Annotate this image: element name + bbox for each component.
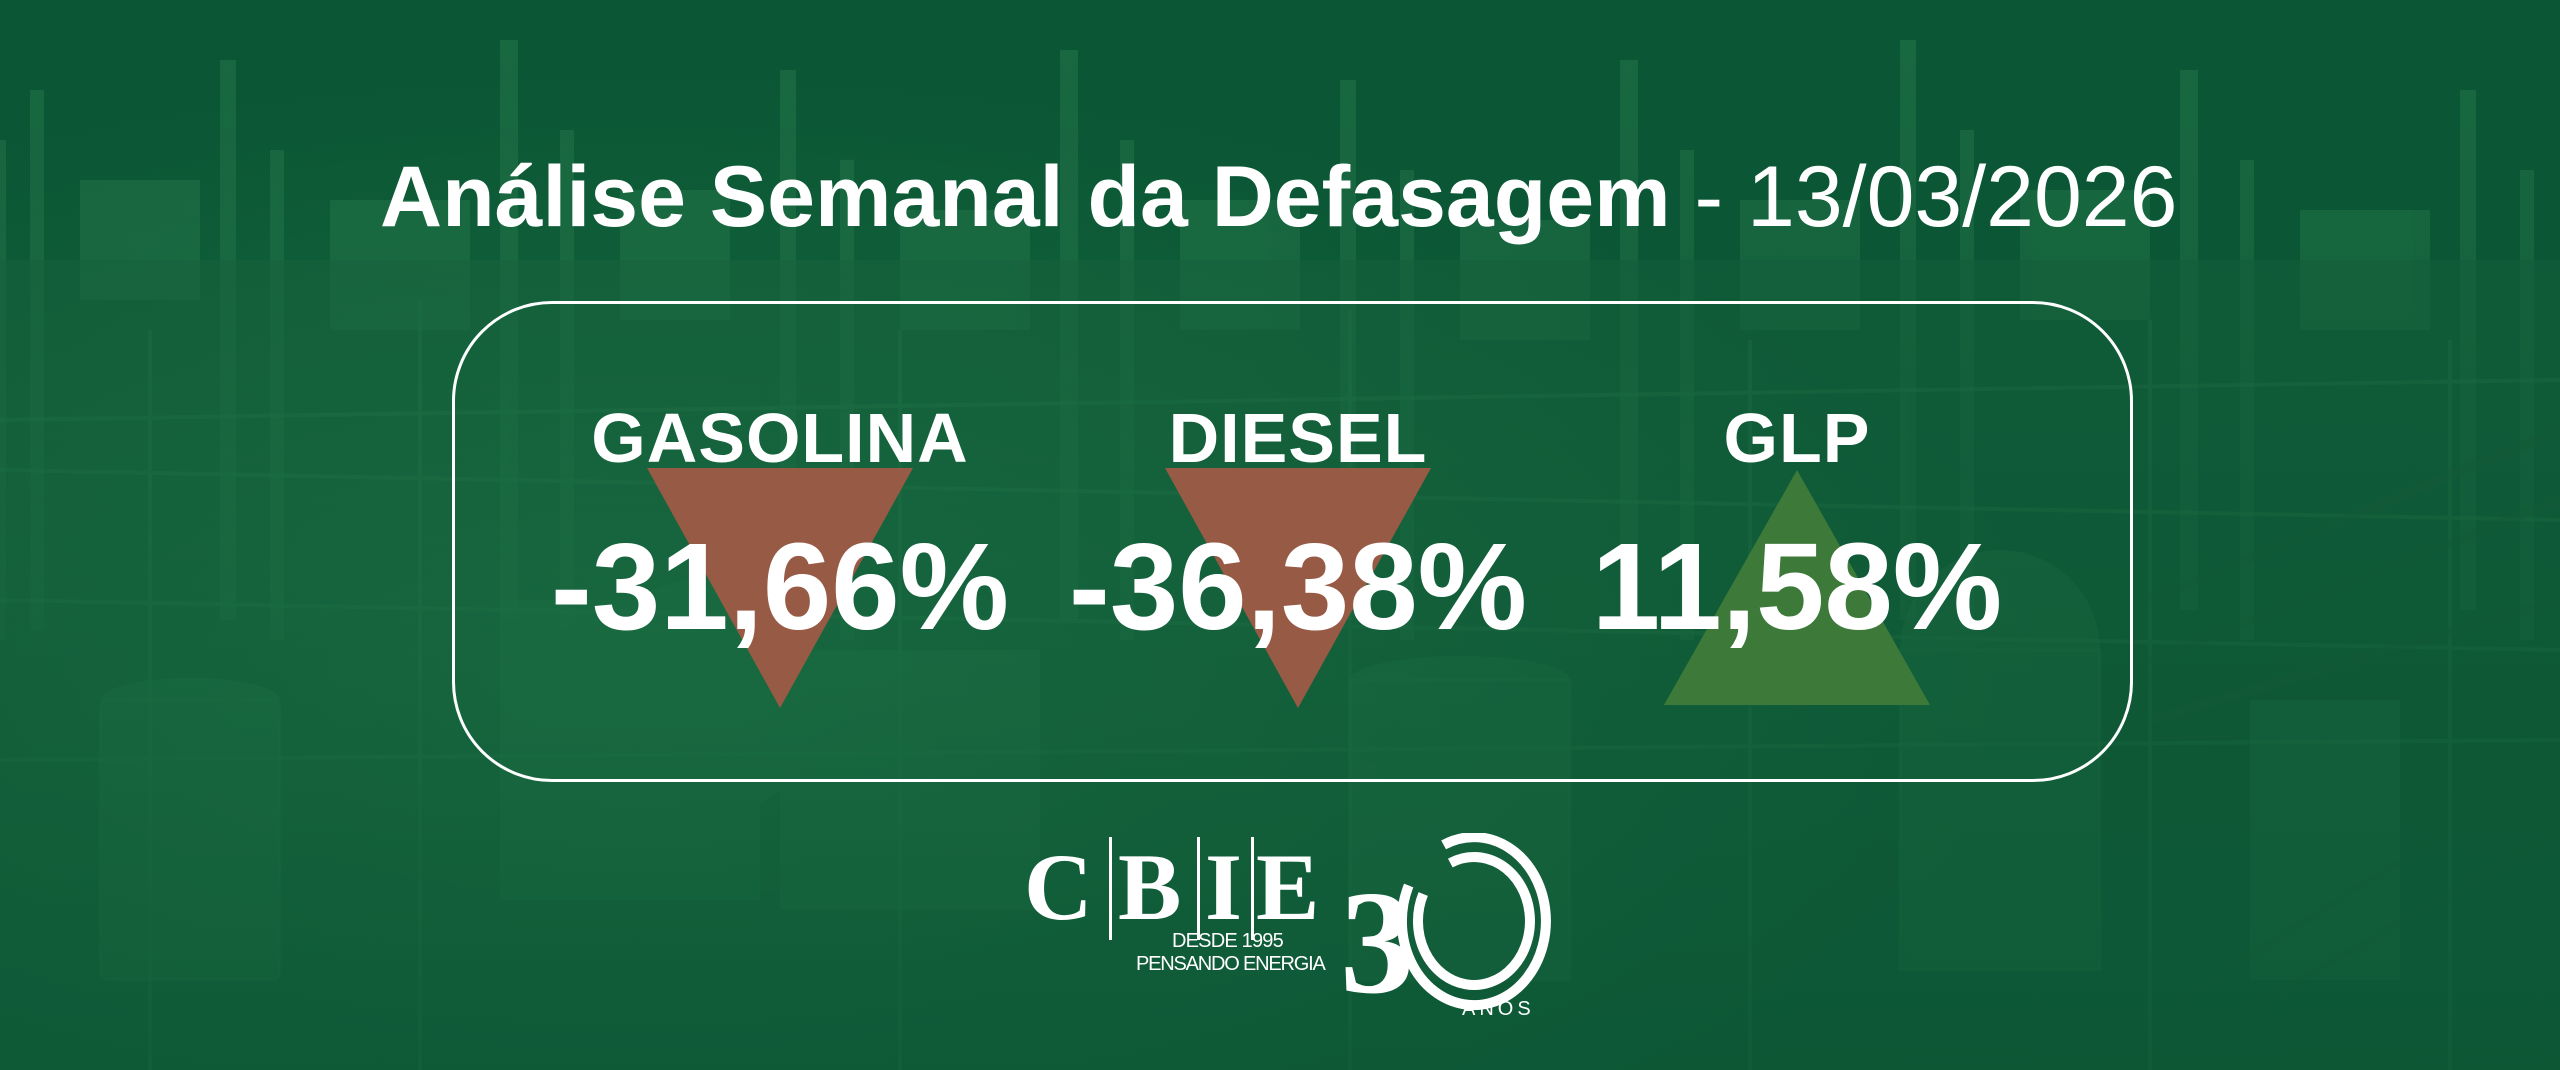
svg-text:DESDE 1995: DESDE 1995	[1172, 930, 1284, 952]
svg-text:B: B	[1118, 834, 1181, 940]
svg-text:E: E	[1256, 834, 1319, 940]
svg-text:PENSANDO ENERGIA: PENSANDO ENERGIA	[1136, 953, 1326, 975]
svg-text:I: I	[1205, 834, 1242, 940]
svg-text:C: C	[1024, 834, 1093, 940]
svg-text:ANOS: ANOS	[1462, 998, 1535, 1020]
